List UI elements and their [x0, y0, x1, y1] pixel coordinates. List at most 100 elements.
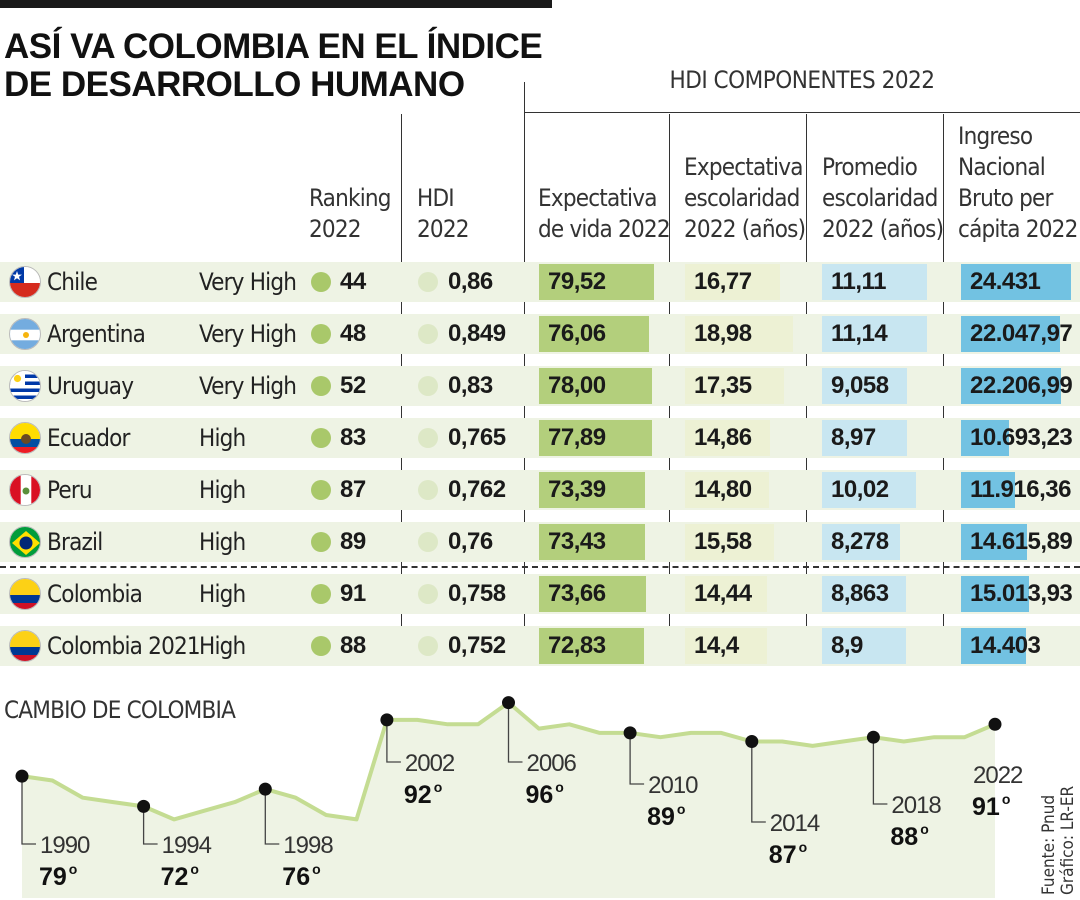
- cambio-title: CAMBIO DE COLOMBIA: [4, 696, 236, 724]
- rank-label: 76: [282, 863, 310, 891]
- source-line-2: Gráfico: LR-ER: [1058, 785, 1078, 895]
- school-exp-value: 14,86: [694, 424, 752, 451]
- gni-bar: [961, 576, 1029, 612]
- ranking-value: 44: [340, 268, 366, 295]
- components-title: HDI COMPONENTES 2022: [669, 66, 935, 94]
- ranking-value: 89: [340, 528, 366, 555]
- life-bar: [539, 576, 646, 612]
- hdi-dot: [418, 532, 438, 552]
- school-avg-value: 11,14: [831, 320, 888, 347]
- data-point: [745, 735, 759, 748]
- hdi-value: 0,76: [448, 528, 493, 555]
- header-school-expectancy: Expectativa escolaridad 2022 (años): [684, 152, 806, 245]
- life-bar: [539, 368, 652, 404]
- hdi-value: 0,849: [448, 320, 506, 347]
- life-value: 77,89: [548, 424, 606, 451]
- ecuador-flag: [9, 422, 41, 454]
- header-school-average: Promedio escolaridad 2022 (años): [822, 152, 944, 245]
- life-value: 72,83: [548, 632, 606, 659]
- hdi-value: 0,86: [448, 268, 493, 295]
- leader-line: [386, 719, 401, 763]
- school-exp-bar: [685, 420, 770, 456]
- gni-bar: [961, 316, 1060, 352]
- header-line: Expectativa: [684, 153, 803, 181]
- school-avg-bar: [822, 472, 916, 508]
- gni-value: 24.431: [970, 268, 1041, 295]
- school-exp-value: 14,44: [694, 580, 752, 607]
- hdi-dot: [418, 376, 438, 396]
- hdi-dot: [418, 324, 438, 344]
- gni-bar: [961, 264, 1071, 300]
- ranking-value: 48: [340, 320, 366, 347]
- ranking-value: 88: [340, 632, 366, 659]
- life-bar: [539, 524, 645, 560]
- gni-value: 22.206,99: [970, 372, 1073, 399]
- life-value: 73,39: [548, 476, 606, 503]
- rank-suffix: o: [555, 779, 564, 795]
- header-life-expectancy: Expectativa de vida 2022: [538, 183, 671, 245]
- rank-suffix: o: [69, 861, 78, 877]
- country-name: Chile: [47, 268, 98, 296]
- ranking-dot: [311, 272, 331, 292]
- gni-value: 14.403: [970, 632, 1041, 659]
- school-avg-value: 9,058: [831, 372, 889, 399]
- title-line-2: DE DESARROLLO HUMANO: [4, 65, 465, 104]
- rank-suffix: o: [434, 779, 443, 795]
- school-exp-bar: [685, 368, 784, 404]
- life-bar: [539, 628, 644, 664]
- ranking-dot: [311, 376, 331, 396]
- rank-label: 89: [647, 803, 675, 831]
- ranking-dot: [311, 532, 331, 552]
- rank-suffix: o: [677, 801, 686, 817]
- hdi-dot: [418, 636, 438, 656]
- hdi-value: 0,765: [448, 424, 506, 451]
- header-line: Ingreso: [958, 122, 1033, 150]
- data-point: [623, 726, 637, 740]
- header-line: Promedio: [822, 153, 918, 181]
- data-point: [15, 769, 29, 783]
- school-avg-bar: [822, 576, 906, 612]
- school-avg-value: 8,9: [831, 632, 863, 659]
- year-label: 2002: [405, 750, 455, 777]
- life-bar: [539, 264, 654, 300]
- ranking-value: 87: [340, 476, 366, 503]
- colombia-flag: [9, 578, 41, 610]
- gni-value: 14.615,89: [970, 528, 1073, 555]
- school-avg-value: 11,11: [831, 268, 886, 295]
- ranking-dot: [311, 480, 331, 500]
- title-line-1: ASÍ VA COLOMBIA EN EL ÍNDICE: [4, 27, 543, 66]
- country-name: Peru: [47, 476, 93, 504]
- argentina-flag: [9, 318, 41, 350]
- rank-label: 96: [526, 781, 554, 809]
- source-line-1: Fuente: Pnud: [1039, 794, 1059, 895]
- data-point: [380, 713, 394, 727]
- school-avg-bar: [822, 316, 927, 352]
- leader-line: [629, 732, 645, 785]
- uruguay-flag: [9, 370, 41, 402]
- rank-label: 87: [769, 841, 797, 869]
- hdi-value: 0,762: [448, 476, 506, 503]
- hdi-dot: [418, 428, 438, 448]
- data-point: [866, 730, 880, 744]
- gni-bar: [961, 524, 1027, 560]
- page-title: ASÍ VA COLOMBIA EN EL ÍNDICE DE DESARROL…: [4, 28, 564, 104]
- components-rule: [524, 112, 1080, 113]
- header-line: 2022 (años): [684, 215, 806, 243]
- school-avg-bar: [822, 368, 907, 404]
- header-line: Nacional: [958, 153, 1046, 181]
- header-line: Ranking: [309, 184, 392, 212]
- school-exp-bar: [685, 316, 793, 352]
- header-line: Expectativa: [538, 184, 657, 212]
- rank-label: 92: [404, 781, 432, 809]
- hdi-dot: [418, 272, 438, 292]
- rank-suffix: o: [799, 839, 808, 855]
- school-avg-bar: [822, 524, 900, 560]
- school-avg-value: 8,863: [831, 580, 889, 607]
- year-label: 1990: [40, 832, 90, 859]
- ranking-dot: [311, 428, 331, 448]
- school-exp-bar: [685, 472, 769, 508]
- rank-label: 91: [972, 793, 1000, 821]
- chile-flag: [9, 266, 41, 298]
- rank-suffix: o: [190, 861, 199, 877]
